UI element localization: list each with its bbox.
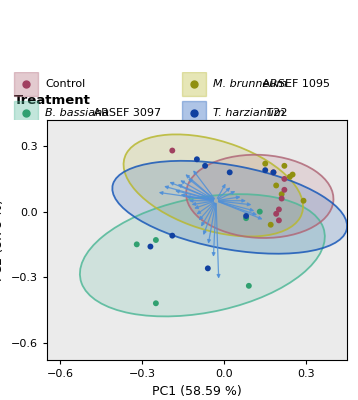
Point	[279, 195, 285, 202]
Point	[147, 243, 153, 250]
Point	[273, 182, 279, 189]
Text: Control: Control	[45, 79, 85, 89]
Point	[169, 147, 175, 154]
Text: Treatment: Treatment	[14, 94, 91, 106]
Point	[202, 163, 208, 169]
Point	[271, 169, 276, 176]
Ellipse shape	[186, 155, 333, 238]
Point	[246, 283, 252, 289]
Point	[243, 215, 249, 221]
Text: T22: T22	[263, 108, 287, 118]
Point	[281, 187, 287, 193]
Point	[134, 241, 140, 248]
Point	[273, 211, 279, 217]
Point	[290, 171, 295, 178]
Ellipse shape	[124, 134, 303, 236]
Text: ARSEF 1095: ARSEF 1095	[259, 79, 330, 89]
Ellipse shape	[80, 194, 325, 316]
Text: T. harzianum: T. harzianum	[213, 108, 285, 118]
Point	[271, 169, 276, 176]
Point	[262, 167, 268, 173]
X-axis label: PC1 (58.59 %): PC1 (58.59 %)	[152, 384, 242, 398]
Ellipse shape	[112, 161, 347, 254]
Point	[169, 232, 175, 239]
Point	[257, 208, 263, 215]
Text: M. brunneum: M. brunneum	[213, 79, 287, 89]
Point	[276, 217, 282, 224]
Y-axis label: PC2 (8.78 %): PC2 (8.78 %)	[0, 199, 5, 281]
Point	[227, 169, 233, 176]
FancyBboxPatch shape	[14, 72, 38, 96]
Point	[153, 300, 159, 306]
Point	[301, 198, 306, 204]
FancyBboxPatch shape	[14, 101, 38, 125]
Point	[243, 213, 249, 219]
Text: B. bassiana: B. bassiana	[45, 108, 109, 118]
Point	[281, 176, 287, 182]
Point	[281, 163, 287, 169]
Point	[276, 206, 282, 213]
Point	[153, 237, 159, 243]
FancyBboxPatch shape	[183, 101, 207, 125]
Point	[194, 156, 200, 162]
Point	[268, 222, 274, 228]
Point	[287, 174, 293, 180]
Point	[205, 265, 211, 272]
Point	[262, 160, 268, 167]
FancyBboxPatch shape	[183, 72, 207, 96]
Text: ARSEF 3097: ARSEF 3097	[90, 108, 161, 118]
Point	[279, 191, 285, 197]
